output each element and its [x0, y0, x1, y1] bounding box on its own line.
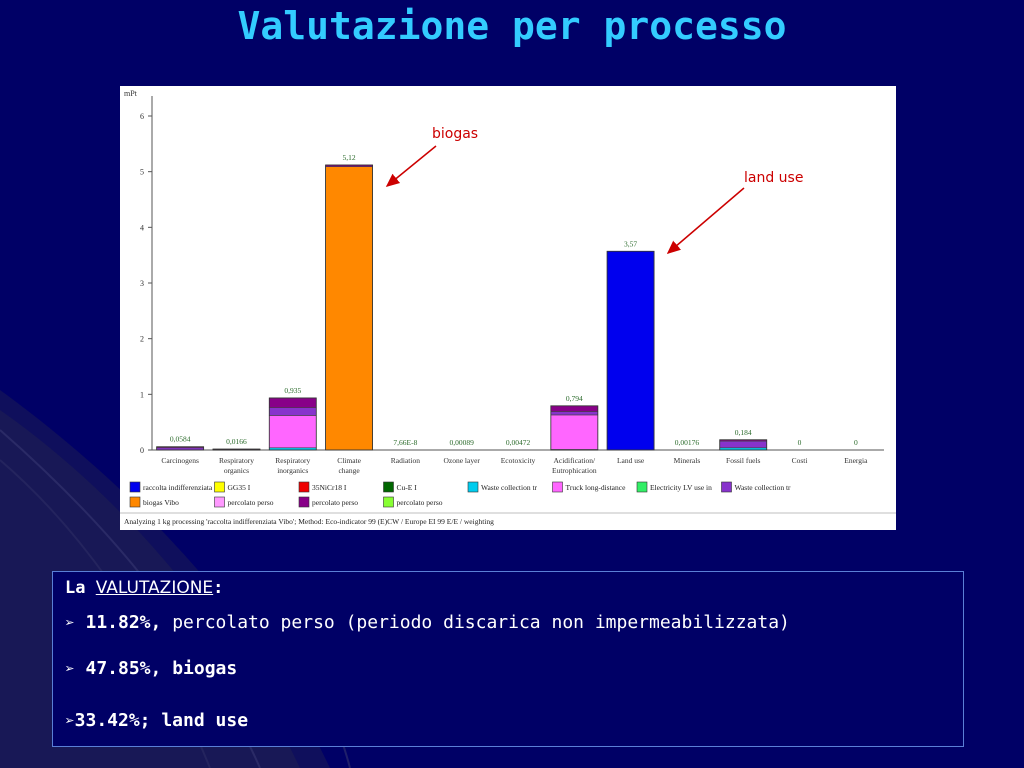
legend-swatch [467, 481, 479, 493]
x-category-label: Radiation [391, 456, 420, 465]
bullet-value: 47.85%, [85, 658, 162, 679]
bar-outline [550, 405, 599, 451]
summary-heading: La VALUTAZIONE: [65, 578, 223, 598]
heading-suffix: : [213, 578, 224, 598]
x-category-label: Respiratory [275, 456, 310, 465]
legend-label: Truck long-distance [566, 483, 627, 492]
y-tick-label: 5 [140, 168, 144, 177]
x-category-label: Land use [617, 456, 645, 465]
legend-swatch [636, 481, 648, 493]
legend-label: 35NiCr18 I [312, 483, 347, 492]
bar-value-label: 0,794 [566, 394, 583, 403]
legend-label: raccolta indifferenziata [143, 483, 213, 492]
y-tick-label: 1 [140, 390, 144, 399]
heading-term: VALUTAZIONE [95, 578, 214, 598]
bar-outline [268, 397, 317, 451]
legend-label: biogas Vibo [143, 498, 179, 507]
x-category-label: Climate [337, 456, 361, 465]
bullet-value: 33.42%; [74, 710, 151, 731]
legend-label: Electricity LV use in [650, 483, 712, 492]
legend-swatch [552, 481, 563, 493]
bar-value-label: 0 [798, 438, 802, 447]
x-category-label: change [338, 466, 360, 475]
heading-prefix: La [65, 578, 86, 598]
y-tick-label: 0 [140, 446, 144, 455]
legend-label: GG35 I [228, 483, 251, 492]
stacked-bar-chart: mPt 0 1 2 3 4 5 6 0,0584 Carcinogens 0,0166 Respira… [120, 89, 896, 526]
chart-panel: mPt 0 1 2 3 4 5 6 0,0584 Carcinogens 0,0166 Respira… [120, 86, 896, 530]
bar-value-label: 0,0166 [226, 437, 247, 446]
legend-swatch [383, 496, 394, 508]
x-category-label: organics [224, 466, 249, 475]
legend-swatch [214, 496, 225, 508]
legend-swatch [129, 481, 141, 493]
y-tick-label: 3 [140, 279, 144, 288]
bar-segment [550, 414, 599, 450]
legend-label: percolato perso [312, 498, 358, 507]
bar-value-label: 5,12 [343, 153, 356, 162]
bar-segment [325, 166, 373, 451]
bar-segment [606, 250, 655, 451]
bullet-text: biogas [172, 658, 238, 679]
bar-value-label: 0,0584 [170, 435, 191, 444]
bar-value-label: 0,00472 [506, 438, 531, 447]
x-category-label: Ozone layer [443, 456, 480, 465]
annotation-biogas: biogas [432, 126, 479, 142]
bullet-arrow-icon: ➢ [65, 613, 75, 632]
bullet-item-1: ➢ 11.82%, percolato perso (periodo disca… [65, 612, 790, 633]
x-category-label: Fossil fuels [726, 456, 760, 465]
x-category-label: Carcinogens [161, 456, 199, 465]
x-category-label: Respiratory [219, 456, 254, 465]
bullet-item-3: ➢33.42%; land use [65, 710, 248, 731]
bar-outline [719, 439, 768, 451]
x-category-label: Acidification/ [553, 456, 596, 465]
bar-outline [325, 164, 373, 451]
legend-swatch [721, 481, 732, 493]
legend-label: Waste collection tr [481, 483, 538, 492]
bar-value-label: 0,00089 [450, 438, 475, 447]
legend-label: percolato perso [397, 498, 443, 507]
bar-segment [268, 415, 317, 449]
chart-footer: Analyzing 1 kg processing 'raccolta indi… [124, 517, 494, 526]
x-category-label: inorganics [277, 466, 308, 475]
y-tick-label: 4 [140, 223, 144, 232]
arrow-land-use [666, 187, 745, 254]
legend-label: Waste collection tr [735, 483, 792, 492]
y-unit-label: mPt [124, 89, 138, 98]
bar-value-label: 0,935 [284, 386, 301, 395]
legend-swatch [298, 496, 310, 508]
x-category-label: Costi [792, 456, 808, 465]
bullet-arrow-icon: ➢ [65, 659, 75, 678]
legend-swatch [129, 496, 141, 508]
y-tick-label: 6 [140, 112, 144, 121]
bar-value-label: 3,57 [624, 239, 637, 248]
x-category-label: Energia [844, 456, 868, 465]
legend-label: percolato perso [228, 498, 274, 507]
legend-swatch [383, 481, 394, 493]
bar-value-label: 0 [854, 438, 858, 447]
legend-swatch [298, 481, 310, 493]
bar-value-label: 0,00176 [675, 438, 700, 447]
bullet-text: percolato perso (periodo discarica non i… [172, 612, 790, 633]
bar-outline [156, 446, 205, 451]
arrow-biogas [385, 145, 437, 187]
x-category-label: Minerals [674, 456, 701, 465]
legend-label: Cu-E I [397, 483, 418, 492]
legend-swatch [214, 481, 225, 493]
summary-text-box: La VALUTAZIONE: ➢ 11.82%, percolato pers… [52, 571, 964, 747]
bullet-item-2: ➢ 47.85%, biogas [65, 658, 237, 679]
x-category-label: Ecotoxicity [501, 456, 536, 465]
bar-outline [212, 448, 261, 451]
bullet-text: land use [161, 710, 249, 731]
y-tick-label: 2 [140, 335, 144, 344]
annotation-land-use: land use [744, 170, 804, 186]
bullet-value: 11.82%, [85, 612, 162, 633]
bar-value-label: 0,184 [735, 428, 752, 437]
bullet-arrow-icon: ➢ [65, 711, 75, 730]
bar-value-label: 7,66E-8 [393, 438, 417, 447]
bar-outline [606, 250, 655, 451]
slide-title: Valutazione per processo [237, 4, 787, 48]
x-category-label: Eutrophication [552, 466, 597, 475]
